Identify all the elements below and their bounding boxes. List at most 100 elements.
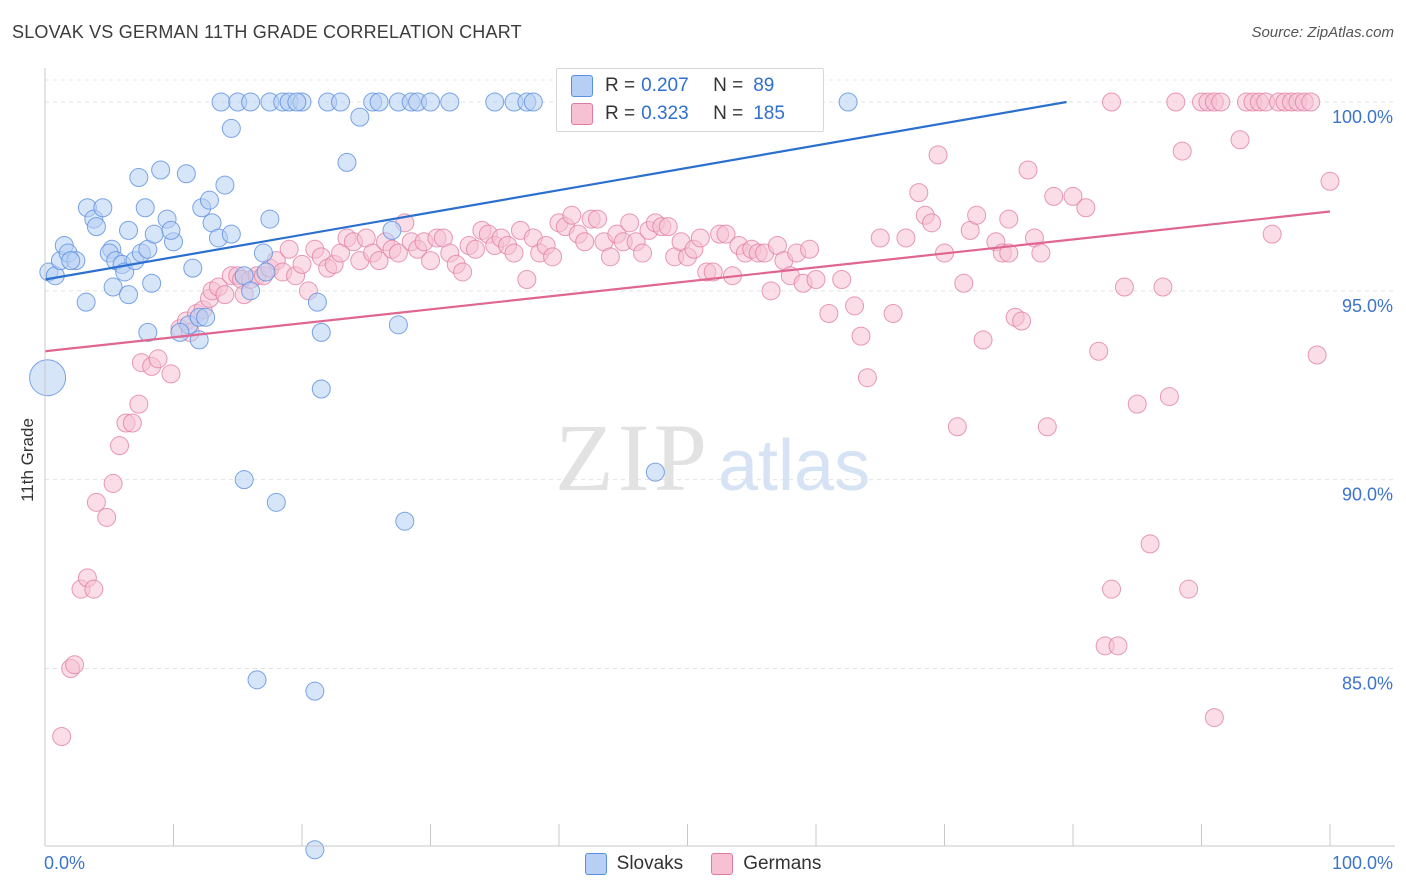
german-point bbox=[588, 209, 608, 229]
watermark: ZIP atlas bbox=[555, 404, 870, 511]
slovak-point bbox=[266, 492, 286, 512]
slovak-point bbox=[119, 285, 139, 305]
german-point bbox=[1031, 243, 1051, 263]
slovak-point bbox=[221, 224, 241, 244]
german-point bbox=[453, 262, 473, 282]
slovak-point bbox=[388, 315, 408, 335]
german-point bbox=[1301, 92, 1321, 112]
german-point bbox=[633, 243, 653, 263]
german-point bbox=[1012, 311, 1032, 331]
german-point bbox=[1159, 387, 1179, 407]
legend-n-label: N = bbox=[713, 75, 744, 96]
legend-row-germans: R = 0.323 N = 185 bbox=[571, 101, 785, 127]
slovak-point bbox=[76, 292, 96, 312]
german-point bbox=[658, 217, 678, 237]
german-point bbox=[999, 209, 1019, 229]
series-swatch-germans bbox=[711, 853, 734, 875]
slovak-point bbox=[241, 92, 261, 112]
slovak-point bbox=[247, 670, 267, 690]
slovak-point bbox=[170, 322, 190, 342]
german-point bbox=[1320, 171, 1340, 191]
german-point bbox=[620, 213, 640, 233]
legend-row-slovaks: R = 0.207 N = 89 bbox=[571, 73, 774, 99]
slovak-point bbox=[138, 322, 158, 342]
legend-swatch-slovaks bbox=[571, 75, 593, 97]
slovak-point bbox=[142, 273, 162, 293]
german-point bbox=[279, 239, 299, 259]
slovak-point bbox=[256, 262, 276, 282]
german-point bbox=[465, 239, 485, 259]
slovak-point bbox=[119, 220, 139, 240]
slovak-point bbox=[350, 107, 370, 127]
slovak-point bbox=[211, 92, 231, 112]
germans-points bbox=[52, 92, 1340, 746]
german-point bbox=[967, 205, 987, 225]
legend-r-value: 0.207 bbox=[641, 75, 689, 96]
slovak-point bbox=[307, 292, 327, 312]
german-point bbox=[690, 228, 710, 248]
german-point bbox=[870, 228, 890, 248]
y-axis-label: 11th Grade bbox=[18, 418, 37, 502]
slovak-point bbox=[135, 198, 155, 218]
german-point bbox=[954, 273, 974, 293]
slovak-point bbox=[395, 511, 415, 531]
series-legend-slovaks[interactable]: Slovaks bbox=[584, 853, 683, 875]
german-point bbox=[999, 243, 1019, 263]
german-point bbox=[1262, 224, 1282, 244]
german-point bbox=[947, 417, 967, 437]
watermark-zip: ZIP bbox=[555, 404, 711, 511]
slovak-point bbox=[645, 462, 665, 482]
german-point bbox=[52, 726, 72, 746]
german-point bbox=[1140, 534, 1160, 554]
series-swatch-slovaks bbox=[584, 853, 607, 875]
german-point bbox=[800, 239, 820, 259]
slovaks-trend-line bbox=[44, 100, 1067, 281]
y-tick-label: 95.0% bbox=[1342, 296, 1393, 316]
slovak-point bbox=[29, 359, 67, 397]
legend-n-label: N = bbox=[713, 103, 744, 124]
german-point bbox=[1063, 186, 1083, 206]
german-point bbox=[421, 251, 440, 271]
series-legend: Slovaks Germans bbox=[0, 852, 1406, 876]
german-point bbox=[388, 243, 408, 263]
german-point bbox=[543, 247, 563, 267]
legend-r-value: 0.323 bbox=[641, 103, 689, 124]
slovak-point bbox=[311, 379, 331, 399]
series-legend-germans[interactable]: Germans bbox=[711, 853, 821, 875]
slovak-point bbox=[221, 118, 241, 138]
german-point bbox=[517, 269, 537, 289]
grid-layer bbox=[45, 79, 1395, 669]
slovak-point bbox=[305, 681, 325, 701]
german-point bbox=[215, 285, 235, 305]
german-point bbox=[851, 326, 871, 346]
german-point bbox=[1127, 394, 1147, 414]
slovak-point bbox=[129, 168, 149, 188]
german-point bbox=[1037, 417, 1057, 437]
german-point bbox=[161, 364, 181, 384]
slovak-point bbox=[485, 92, 505, 112]
german-point bbox=[1166, 92, 1186, 112]
german-point bbox=[1108, 636, 1128, 656]
german-point bbox=[716, 224, 736, 244]
german-point bbox=[292, 254, 312, 274]
german-point bbox=[110, 436, 130, 456]
german-point bbox=[832, 269, 852, 289]
slovak-point bbox=[161, 220, 181, 240]
german-point bbox=[129, 394, 149, 414]
slovak-point bbox=[144, 224, 164, 244]
german-point bbox=[65, 655, 85, 675]
slovaks-points bbox=[29, 92, 858, 860]
chart-source: Source: ZipAtlas.com bbox=[1251, 24, 1394, 41]
german-point bbox=[1102, 92, 1122, 112]
x-tick-label: 100.0% bbox=[1332, 853, 1393, 873]
german-point bbox=[1089, 341, 1109, 361]
axes: 85.0% 90.0% 95.0% 100.0% 0.0% 100.0% bbox=[44, 68, 1395, 873]
slovak-point bbox=[260, 209, 280, 229]
german-point bbox=[761, 281, 781, 301]
slovak-point bbox=[241, 281, 261, 301]
slovak-point bbox=[287, 92, 307, 112]
german-point bbox=[1153, 277, 1173, 297]
stats-legend: R = 0.207 N = 89 R = 0.323 N = 185 bbox=[556, 68, 824, 132]
slovak-point bbox=[61, 251, 81, 271]
german-point bbox=[600, 247, 620, 267]
